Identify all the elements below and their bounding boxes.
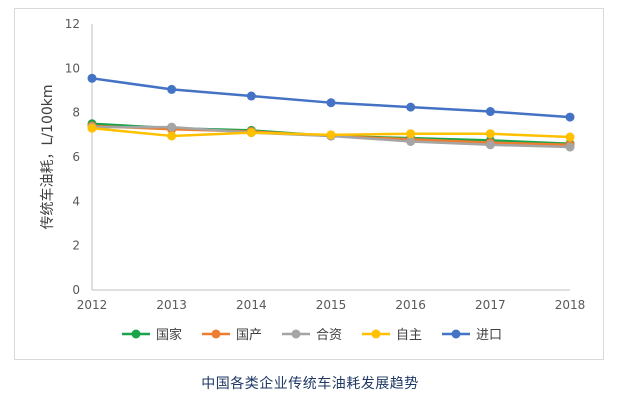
data-point (565, 112, 575, 122)
y-tick-label: 2 (72, 239, 80, 253)
x-tick-label: 2012 (77, 298, 108, 312)
legend-swatch-marker (291, 329, 301, 339)
data-point (167, 84, 177, 94)
legend-swatch-marker (451, 329, 461, 339)
legend-label: 自主 (396, 328, 422, 343)
data-point (246, 128, 256, 138)
legend-label: 进口 (476, 328, 502, 343)
data-point (485, 129, 495, 139)
data-point (485, 107, 495, 117)
data-point (485, 140, 495, 150)
data-point (87, 73, 97, 83)
x-tick-label: 2017 (475, 298, 506, 312)
legend-label: 国家 (156, 327, 182, 343)
data-point (167, 122, 177, 132)
legend-item: 合资 (282, 328, 342, 343)
x-tick-label: 2014 (236, 298, 267, 312)
data-point (565, 142, 575, 152)
y-tick-label: 4 (72, 194, 80, 208)
series-line-5 (91, 77, 571, 119)
y-tick-label: 6 (72, 150, 80, 164)
chart-caption: 中国各类企业传统车油耗发展趋势 (201, 376, 419, 392)
x-tick-label: 2018 (555, 298, 586, 312)
legend-swatch-marker (371, 329, 381, 339)
y-tick-label: 8 (72, 106, 80, 120)
y-tick-label: 10 (65, 61, 80, 75)
x-tick-label: 2015 (316, 298, 347, 312)
legend-item: 国产 (202, 328, 262, 343)
legend-item: 自主 (362, 328, 422, 343)
data-point (406, 129, 416, 139)
legend-item: 进口 (442, 328, 502, 343)
y-tick-label: 12 (65, 17, 80, 31)
data-point (406, 102, 416, 112)
x-tick-label: 2013 (156, 298, 187, 312)
data-point (326, 98, 336, 108)
data-point (87, 123, 97, 133)
data-point (246, 91, 256, 101)
legend-swatch-marker (131, 329, 141, 339)
legend-label: 合资 (316, 328, 342, 343)
data-point (565, 132, 575, 142)
y-tick-label: 0 (72, 283, 80, 297)
legend-label: 国产 (236, 328, 262, 343)
data-point (326, 130, 336, 140)
chart-frame (14, 8, 604, 360)
legend-item: 国家 (122, 327, 182, 343)
x-tick-label: 2016 (395, 298, 426, 312)
y-axis-label: 传统车油耗，L/100km (39, 85, 56, 230)
legend-swatch-marker (211, 329, 221, 339)
data-point (167, 131, 177, 141)
data-point (406, 136, 416, 146)
